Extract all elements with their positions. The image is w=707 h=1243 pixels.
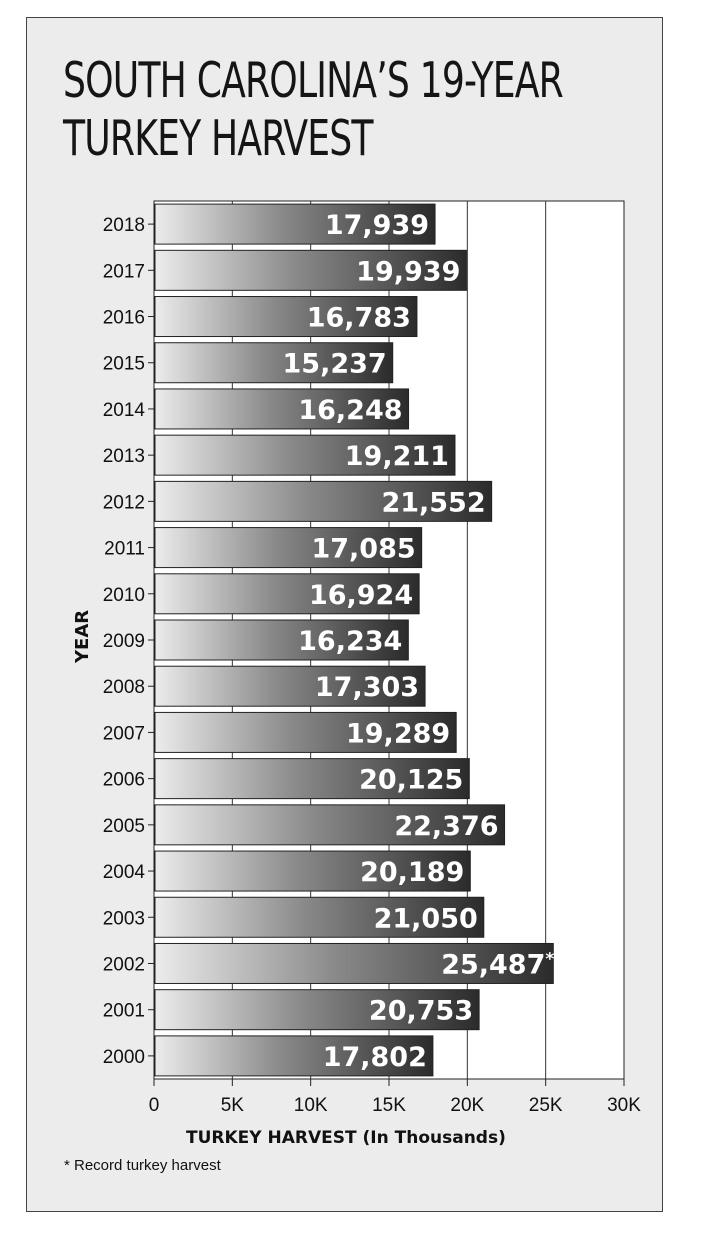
y-tick-label: 2007	[103, 723, 145, 744]
y-tick-label: 2015	[103, 354, 145, 375]
chart-title: SOUTH CAROLINA’S 19-YEAR TURKEY HARVEST	[63, 52, 564, 168]
bar	[154, 480, 493, 522]
bar	[154, 942, 554, 984]
data-label: 16,248	[298, 395, 402, 426]
y-tick-label: 2005	[103, 816, 145, 837]
y-tick-label: 2008	[103, 677, 145, 698]
y-tick-label: 2001	[103, 1001, 145, 1022]
data-label: 20,125	[359, 765, 463, 796]
x-axis-title: TURKEY HARVEST (In Thousands)	[186, 1128, 506, 1148]
bar	[154, 249, 467, 291]
bar	[154, 896, 485, 938]
bar	[154, 989, 480, 1031]
y-tick-label: 2006	[103, 770, 145, 791]
bar	[154, 342, 394, 384]
y-tick-label: 2018	[103, 215, 145, 236]
data-label: 19,289	[346, 718, 450, 749]
data-label: 22,376	[394, 811, 498, 842]
y-tick-label: 2003	[103, 908, 145, 929]
y-tick-label: 2017	[103, 261, 145, 282]
data-label: 19,939	[356, 256, 460, 287]
data-label: 17,303	[315, 672, 419, 703]
bar	[154, 758, 470, 800]
bar	[154, 434, 456, 476]
bar	[154, 296, 418, 338]
data-label: 21,050	[374, 903, 478, 934]
data-label: 20,189	[360, 857, 464, 888]
y-tick-label: 2009	[103, 631, 145, 652]
bar	[154, 388, 410, 430]
y-tick-label: 2014	[103, 400, 146, 421]
bar	[154, 711, 457, 753]
data-label: 17,802	[323, 1042, 427, 1073]
y-tick-label: 2016	[103, 308, 145, 329]
bar	[154, 619, 409, 661]
x-tick-label: 5K	[221, 1095, 245, 1116]
y-tick-label: 2013	[103, 446, 145, 467]
data-label: 16,234	[298, 626, 402, 657]
bar	[154, 850, 471, 892]
chart-title-line-2: TURKEY HARVEST	[63, 110, 373, 167]
x-tick-label: 30K	[607, 1095, 641, 1116]
x-tick-label: 15K	[372, 1095, 406, 1116]
data-label: 15,237	[283, 349, 387, 380]
data-label: 17,085	[311, 534, 415, 565]
y-tick-label: 2002	[103, 954, 145, 975]
bar	[154, 804, 506, 846]
data-label: 25,487*	[441, 949, 554, 980]
x-tick-label: 10K	[294, 1095, 328, 1116]
data-label: 20,753	[369, 996, 473, 1027]
bar	[154, 573, 420, 615]
bar	[154, 527, 423, 569]
x-tick-label: 0	[149, 1095, 160, 1116]
data-label: 21,552	[381, 487, 485, 518]
bar	[154, 1035, 434, 1077]
data-label: 16,783	[307, 303, 411, 334]
data-label: 17,939	[325, 210, 429, 241]
y-tick-label: 2012	[103, 492, 145, 513]
y-tick-label: 2010	[103, 585, 145, 606]
data-label: 16,924	[309, 580, 413, 611]
y-tick-label: 2004	[103, 862, 146, 883]
x-tick-label: 25K	[529, 1095, 563, 1116]
footnote: * Record turkey harvest	[64, 1157, 221, 1174]
bar	[154, 203, 436, 245]
data-label: 19,211	[345, 441, 449, 472]
chart-title-line-1: SOUTH CAROLINA’S 19-YEAR	[63, 52, 564, 109]
y-tick-label: 2011	[104, 539, 145, 560]
bar	[154, 665, 426, 707]
y-tick-label: 2000	[103, 1047, 145, 1068]
x-tick-label: 20K	[450, 1095, 484, 1116]
